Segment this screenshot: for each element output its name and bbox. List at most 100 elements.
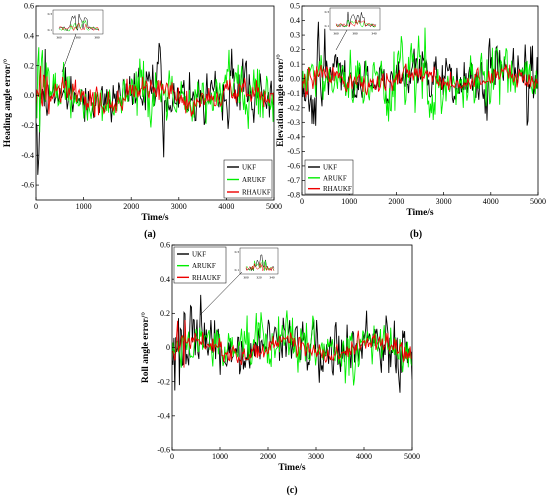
inset-arrow-b [335, 29, 348, 51]
y-tick-label-a: -0.4 [21, 151, 34, 160]
y-tick-label-b: -0.8 [287, 191, 300, 200]
inset-arrow-c [199, 271, 243, 316]
plot-frame-b [301, 5, 539, 196]
x-tick-label-c: 0 [170, 452, 174, 461]
y-tick-label-a: 0.0 [24, 91, 34, 100]
x-tick-label-c: 4000 [356, 452, 372, 461]
x-tick-label-a: 3000 [171, 202, 187, 211]
x-tick-label-b: 0 [300, 197, 304, 206]
x-axis-label-b: Time/s [406, 208, 434, 218]
panel-label-c: (c) [286, 485, 297, 496]
y-tick-label-b: 0.0 [290, 74, 300, 83]
y-tick-label-a: 0.6 [24, 2, 34, 11]
y-tick-label-b: -0.7 [287, 176, 300, 185]
chart-panel-a: 0 1000 2000 3000 4000 5000 -0.6 -0.4 -0.2 0.0 0.2 0… [2, 2, 282, 240]
inset-x-tick-c: 340 [269, 276, 275, 280]
x-tick-label-b: 4000 [483, 197, 499, 206]
y-tick-label-b: 0.2 [290, 45, 300, 54]
inset-x-tick-a: 380 [94, 36, 100, 40]
y-tick-label-a: 0.4 [24, 31, 34, 40]
x-tick-label-a: 1000 [76, 202, 92, 211]
inset-y-tick-a: 0.1 [48, 28, 53, 32]
x-tick-label-c: 3000 [308, 452, 324, 461]
y-tick-label-b: -0.1 [287, 89, 300, 98]
x-tick-label-a: 5000 [266, 202, 282, 211]
chart-panel-b: 0 1000 2000 3000 4000 5000 -0.8 -0.7 -0.6 -0.5 -0.… [275, 2, 546, 240]
y-tick-label-c: 0.6 [160, 241, 170, 250]
inset-series-c [245, 259, 275, 272]
chart-panel-c: 0 1000 2000 3000 4000 5000 -0.6 -0.4 -0.2 0 0.2 0.4… [140, 241, 420, 496]
y-tick-label-b: 0.4 [290, 16, 300, 25]
inset-arrow-a [61, 33, 77, 73]
y-tick-label-c: -0.4 [157, 411, 170, 420]
y-tick-label-b: -0.3 [287, 118, 300, 127]
inset-c: 300 320 340 0.3 0.1 [199, 247, 279, 316]
y-tick-label-c: -0.6 [157, 446, 170, 455]
legend-entry-a: ARUKF [242, 176, 266, 184]
inset-x-tick-c: 300 [243, 276, 249, 280]
legend-entry-c: UKF [192, 251, 206, 259]
inset-series-a [58, 22, 100, 32]
legend-entry-b: RHAUKF [323, 185, 352, 193]
legend-b: UKF ARUKF RHAUKF [304, 159, 354, 195]
legend-c: UKF ARUKF RHAUKF [173, 246, 227, 284]
y-tick-label-c: 0.4 [160, 275, 170, 284]
x-axis-label-c: Time/s [278, 463, 306, 473]
plot-area-b [302, 21, 538, 126]
inset-series-a [58, 13, 100, 32]
legend-entry-a: UKF [242, 164, 256, 172]
y-tick-label-a: -0.2 [21, 121, 34, 130]
y-tick-label-b: -0.2 [287, 103, 300, 112]
x-tick-label-c: 1000 [212, 452, 228, 461]
panel-label-a: (a) [144, 229, 156, 240]
x-tick-label-b: 2000 [388, 197, 404, 206]
panel-label-b: (b) [410, 229, 422, 240]
y-axis-label-b: Elevation angle error/° [275, 54, 286, 147]
plot-area-c [172, 294, 412, 393]
x-tick-label-b: 5000 [530, 197, 546, 206]
x-axis-label-a: Time/s [141, 213, 169, 223]
y-tick-label-b: -0.6 [287, 162, 300, 171]
inset-y-tick-c: 0.3 [235, 250, 240, 254]
inset-series-b [335, 19, 377, 28]
inset-frame-c [239, 247, 279, 275]
y-tick-label-b: 0.5 [290, 2, 300, 11]
x-tick-label-b: 3000 [436, 197, 452, 206]
y-tick-label-b: -0.4 [287, 132, 300, 141]
inset-y-tick-a: 0.3 [48, 12, 53, 16]
x-tick-label-a: 0 [34, 202, 38, 211]
inset-y-tick-c: 0.1 [235, 268, 240, 272]
inset-x-tick-c: 320 [256, 276, 262, 280]
legend-a: UKF ARUKF RHAUKF [223, 159, 273, 199]
x-tick-label-c: 2000 [260, 452, 276, 461]
series-line-b-arukf [302, 27, 538, 122]
y-tick-label-b: 0.1 [290, 60, 300, 69]
x-tick-label-b: 1000 [341, 197, 357, 206]
x-tick-label-c: 5000 [404, 452, 420, 461]
y-tick-label-c: -0.2 [157, 377, 170, 386]
plot-area-a [36, 42, 274, 175]
legend-entry-c: RHAUKF [192, 274, 221, 282]
inset-series-c [245, 262, 275, 272]
y-tick-label-b: 0.3 [290, 31, 300, 40]
inset-x-tick-b: 360 [333, 32, 339, 36]
y-tick-label-a: -0.6 [21, 181, 34, 190]
legend-entry-b: UKF [323, 164, 337, 172]
y-tick-label-c: 0.2 [160, 309, 170, 318]
x-tick-label-a: 4000 [218, 202, 234, 211]
plot-frame-a [35, 5, 275, 201]
series-line-c-rhaukf [172, 319, 412, 368]
inset-frame-a [52, 9, 104, 35]
inset-y-tick-b: 0.1 [325, 24, 330, 28]
series-line-b-rhaukf [302, 63, 538, 98]
legend-entry-a: RHAUKF [242, 189, 271, 197]
legend-entry-b: ARUKF [323, 174, 347, 182]
inset-x-tick-a: 360 [56, 36, 62, 40]
inset-a: 360 380 380 0.3 0.1 [48, 9, 104, 73]
y-tick-label-b: -0.5 [287, 147, 300, 156]
y-axis-label-c: Roll angle error/° [140, 312, 151, 383]
y-axis-label-a: Heading angle error/° [2, 59, 13, 148]
y-tick-label-c: 0 [166, 343, 170, 352]
series-line-c-arukf [172, 310, 412, 386]
